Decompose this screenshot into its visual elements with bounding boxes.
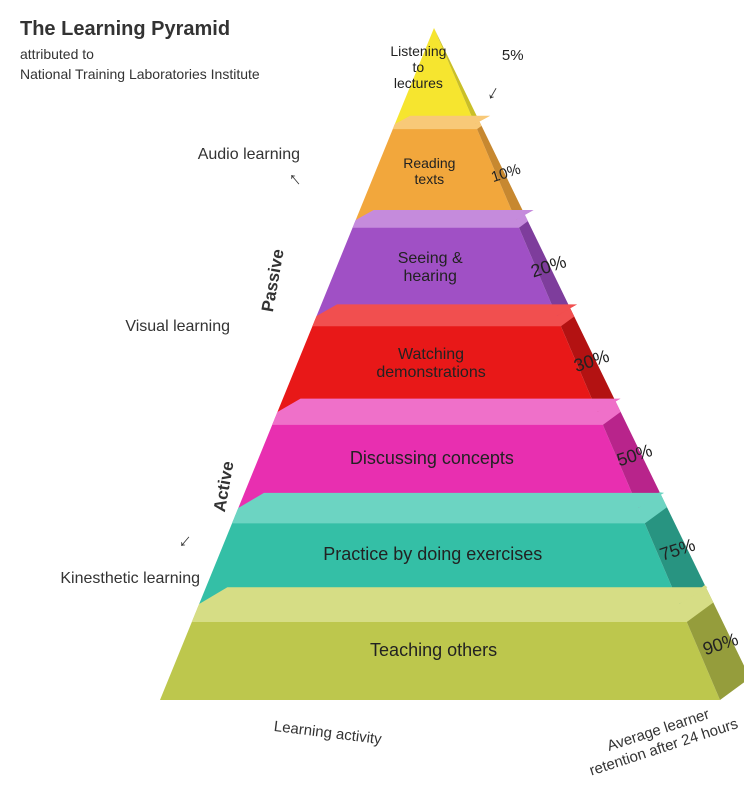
layer-label-2-0: Seeing & [398,250,463,267]
layer-label-0-1: to [413,59,425,75]
layer-label-3-0: Watching [398,346,464,363]
pyramid-layer-top-1 [395,116,490,124]
pyramid-layer-top-3 [317,304,577,316]
layer-label-2-1: hearing [403,268,456,285]
pyramid-layer-top-6 [199,587,707,604]
layer-percent-0: 5% [502,47,524,64]
pyramid-layer-top-0 [434,21,447,28]
layer-label-1-1: texts [415,171,445,187]
pyramid-layer-top-2 [356,210,534,220]
layer-label-4-0: Discussing concepts [350,448,514,468]
layer-label-0-2: lectures [394,75,443,91]
pyramid-layer-top-5 [238,493,664,508]
layer-label-5-0: Practice by doing exercises [323,544,542,564]
layer-label-1-0: Reading [403,155,455,171]
pyramid-diagram: Listeningtolectures5%Readingtexts10%Seei… [0,0,744,789]
pyramid-layer-top-4 [277,399,620,412]
layer-label-6-0: Teaching others [370,640,497,660]
layer-label-0-0: Listening [390,43,446,59]
layer-label-3-1: demonstrations [376,364,485,381]
